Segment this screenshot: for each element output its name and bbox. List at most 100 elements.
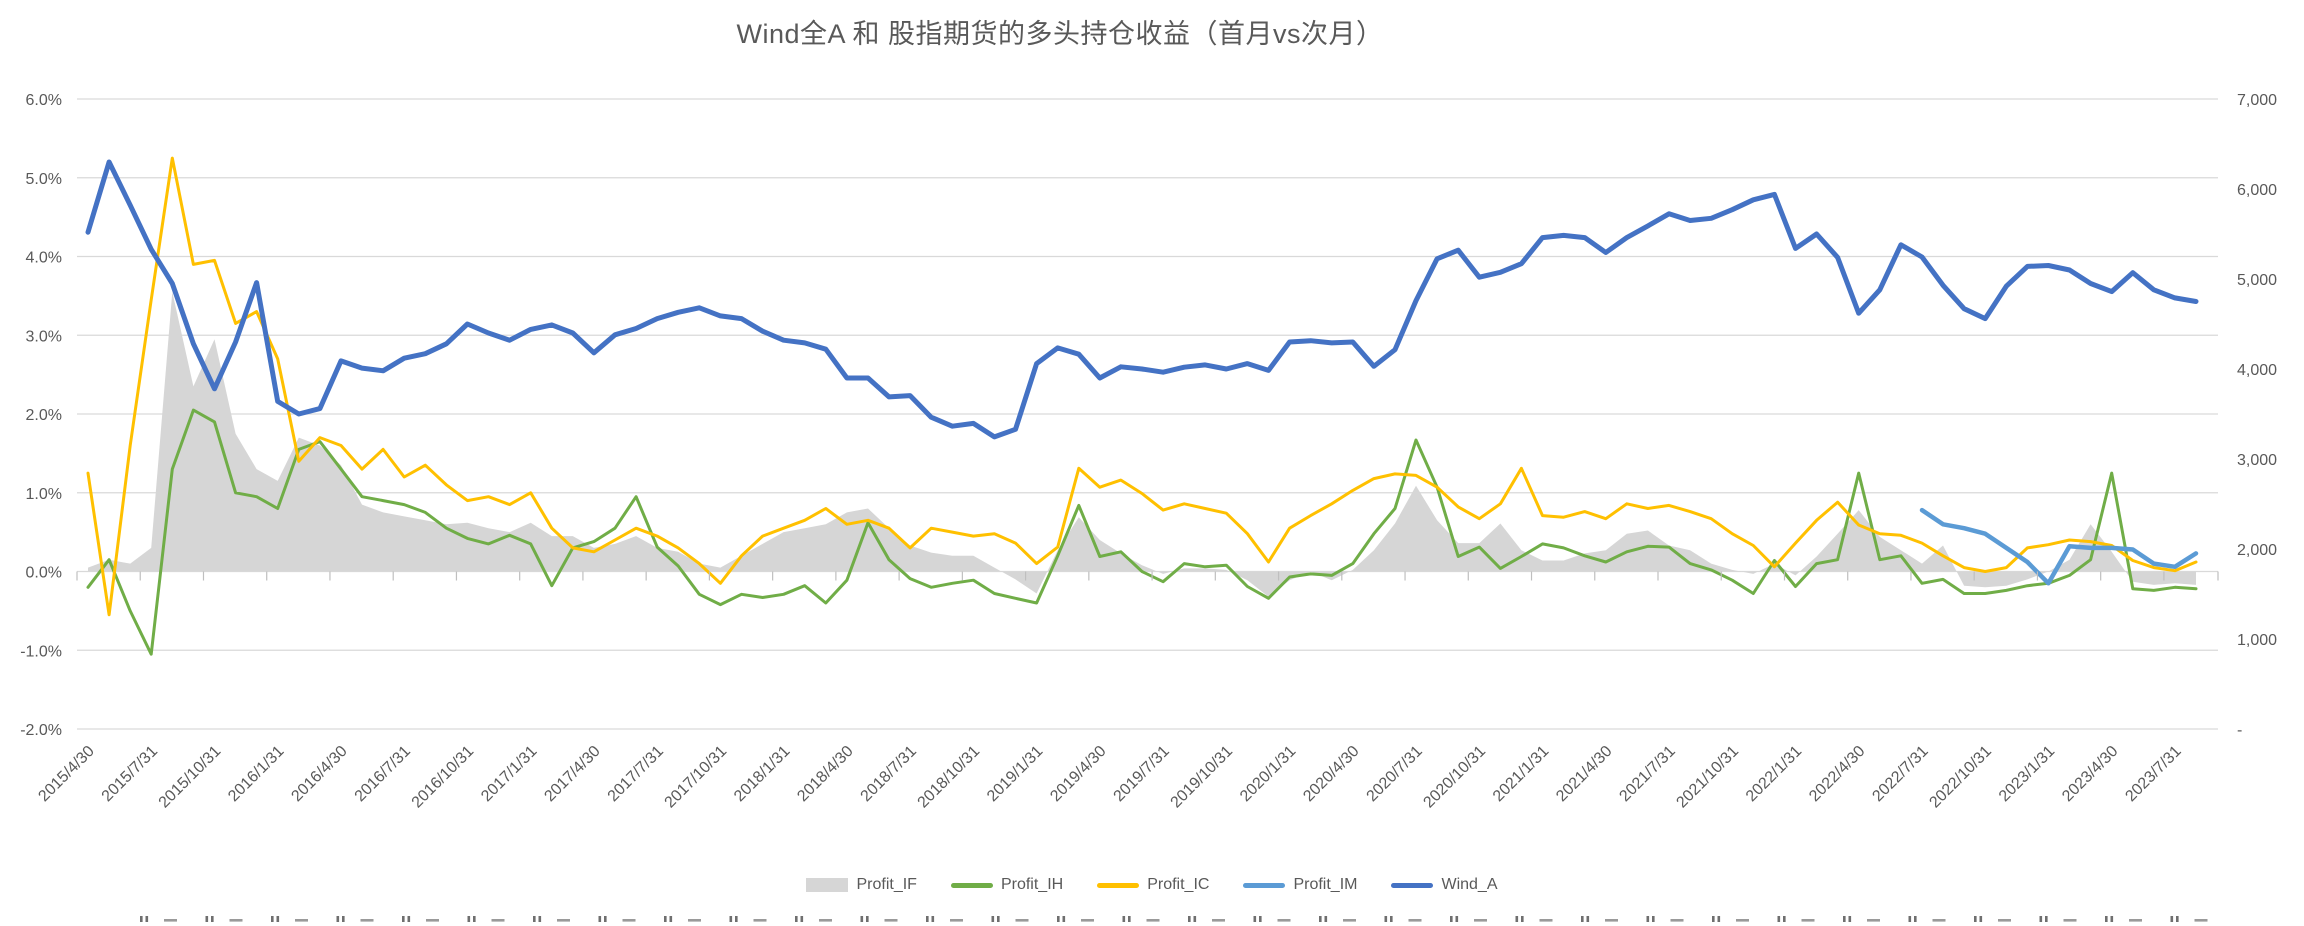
x-axis-label: 2022/1/31: [1743, 743, 1805, 805]
x-axis-label: 2020/7/31: [1364, 743, 1426, 805]
cropped-text-fragment: [866, 916, 869, 922]
cropped-text-fragment: [538, 916, 542, 922]
cropped-text-fragment: [1324, 916, 1328, 922]
x-axis-label: 2016/7/31: [352, 743, 414, 805]
legend-swatch-profit_im: [1243, 882, 1286, 888]
cropped-text-fragment: [1586, 916, 1590, 922]
cropped-text-fragment: [729, 916, 733, 922]
x-axis-label: 2019/1/31: [984, 743, 1046, 805]
cropped-text-fragment: [295, 919, 308, 922]
cropped-text-fragment: [1212, 919, 1225, 922]
cropped-text-fragment: [491, 919, 505, 922]
cropped-text-fragment: [276, 916, 280, 922]
x-axis-label: 2017/1/31: [478, 743, 540, 805]
cropped-text-fragment: [140, 916, 143, 922]
x-axis-label: 2019/4/30: [1047, 743, 1109, 805]
cropped-text-fragment: [1081, 919, 1094, 922]
cropped-text-fragment: [1932, 919, 1946, 922]
cropped-text-fragment: [1712, 916, 1715, 922]
legend-item-profit_ic: Profit_IC: [1097, 876, 1209, 894]
cropped-text-fragment: [997, 916, 1000, 922]
cropped-text-fragment: [1188, 916, 1191, 922]
cropped-text-fragment: [1843, 916, 1846, 922]
cropped-text-fragment: [819, 919, 832, 922]
x-axis-label: 2021/1/31: [1490, 743, 1552, 805]
x-axis-label: 2021/4/30: [1553, 743, 1615, 805]
cropped-text-fragment: [1384, 916, 1388, 922]
cropped-text-fragment: [1319, 916, 1322, 922]
cropped-text-fragment: [1777, 916, 1781, 922]
x-axis-label: 2020/1/31: [1237, 743, 1299, 805]
cropped-text-fragment: [1390, 916, 1393, 922]
cropped-text-fragment: [795, 916, 798, 922]
cropped-text-fragment: [402, 916, 405, 922]
cropped-text-fragment: [229, 919, 243, 922]
cropped-text-fragment: [1193, 916, 1197, 922]
y-axis-right-label: 1,000: [2237, 632, 2277, 649]
cropped-text-fragment: [1670, 919, 1684, 922]
x-axis-label: 2017/7/31: [605, 743, 667, 805]
cropped-text-fragment: [271, 916, 274, 922]
cropped-text-fragment: [1646, 916, 1650, 922]
cropped-text-fragment: [1998, 919, 2011, 922]
legend-item-wind_a: Wind_A: [1391, 876, 1498, 894]
x-axis-label: 2016/10/31: [409, 743, 478, 812]
cropped-text-fragment: [164, 919, 177, 922]
cropped-text-fragment: [1908, 916, 1912, 922]
cropped-text-fragment: [1867, 919, 1880, 922]
cropped-text-fragment: [1717, 916, 1721, 922]
legend-swatch-profit_ic: [1097, 882, 1140, 888]
cropped-text-fragment: [669, 916, 673, 922]
cropped-text-fragment: [1581, 916, 1584, 922]
y-axis-left-label: 3.0%: [26, 328, 62, 345]
x-axis-label: 2021/10/31: [1673, 743, 1742, 812]
cropped-text-fragment: [1914, 916, 1917, 922]
cropped-text-fragment: [211, 916, 214, 922]
x-axis-label: 2018/4/30: [794, 743, 856, 805]
cropped-text-fragment: [1539, 919, 1553, 922]
cropped-text-fragment: [1122, 916, 1126, 922]
cropped-text-fragment: [1253, 916, 1257, 922]
legend-label: Profit_IF: [856, 876, 917, 893]
y-axis-left-label: 5.0%: [26, 171, 62, 188]
x-axis-label: 2015/7/31: [99, 743, 161, 805]
legend-label: Profit_IH: [1000, 876, 1064, 893]
cropped-text-fragment: [2045, 916, 2048, 922]
legend-swatch-wind_a: [1391, 882, 1434, 888]
cropped-text-fragment: [2105, 916, 2108, 922]
y-axis-right-label: 4,000: [2237, 362, 2277, 379]
cropped-text-fragment: [1848, 916, 1852, 922]
legend-item-profit_if: Profit_IF: [806, 876, 917, 894]
cropped-text-fragment: [407, 916, 411, 922]
cropped-text-fragment: [557, 919, 570, 922]
cropped-text-fragment: [1783, 916, 1786, 922]
series-area-profit_if: [88, 291, 2196, 597]
cropped-text-fragment: [884, 919, 898, 922]
legend-swatch-profit_if: [806, 878, 849, 892]
x-axis-label: 2015/4/30: [35, 743, 97, 805]
cropped-text-fragment: [1146, 919, 1160, 922]
x-axis-label: 2018/10/31: [915, 743, 984, 812]
cropped-text-fragment: [426, 919, 439, 922]
legend-label: Profit_IM: [1293, 876, 1358, 893]
cropped-text-fragment: [1979, 916, 1983, 922]
cropped-text-fragment: [950, 919, 963, 922]
y-axis-right-label: 6,000: [2237, 182, 2277, 199]
cropped-text-fragment: [467, 916, 471, 922]
legend-label: Wind_A: [1441, 876, 1498, 893]
x-axis-label: 2016/4/30: [288, 743, 350, 805]
cropped-text-fragment: [664, 916, 667, 922]
x-axis-label: 2016/1/31: [225, 743, 287, 805]
cropped-text-fragment: [1521, 916, 1524, 922]
x-axis-label: 2021/7/31: [1616, 743, 1678, 805]
cropped-text-fragment: [1736, 919, 1749, 922]
cropped-text-fragment: [598, 916, 602, 922]
x-axis-label: 2019/10/31: [1168, 743, 1237, 812]
cropped-text-fragment: [1605, 919, 1618, 922]
y-axis-left-label: -1.0%: [20, 643, 62, 660]
cropped-text-fragment: [336, 916, 340, 922]
series-line-profit_ih: [86, 408, 2198, 656]
y-axis-left-label: 6.0%: [26, 92, 62, 109]
